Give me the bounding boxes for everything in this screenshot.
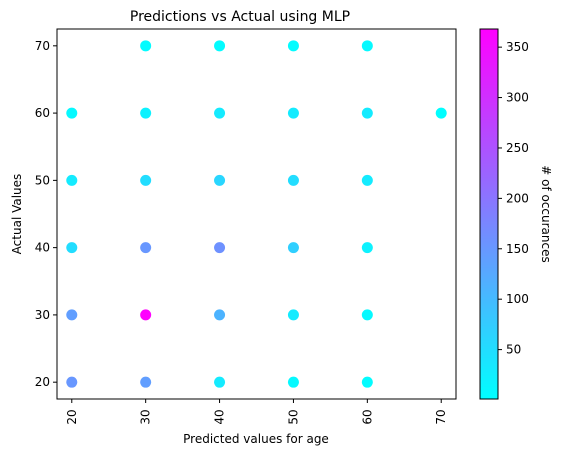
scatter-point [140, 107, 152, 119]
colorbar-tick-label: 100 [506, 292, 529, 306]
y-tick-label: 60 [35, 106, 50, 120]
x-tick-label: 50 [286, 409, 300, 424]
scatter-point [361, 40, 373, 52]
points-layer [66, 40, 447, 388]
scatter-point [361, 242, 373, 254]
scatter-point [214, 376, 226, 388]
x-tick-label: 20 [65, 409, 79, 424]
scatter-point [214, 174, 226, 186]
y-tick-label: 70 [35, 39, 50, 53]
scatter-point [435, 107, 447, 119]
scatter-point [140, 309, 152, 321]
y-tick-label: 20 [35, 375, 50, 389]
scatter-point [287, 242, 299, 254]
colorbar-label: # of occurances [539, 165, 553, 263]
colorbar-tick-label: 50 [506, 343, 521, 357]
y-tick-label: 30 [35, 308, 50, 322]
scatter-point [287, 40, 299, 52]
y-tick-label: 40 [35, 241, 50, 255]
scatter-point [361, 107, 373, 119]
scatter-point [66, 242, 78, 254]
colorbar-gradient [479, 28, 499, 400]
scatter-point [214, 107, 226, 119]
scatter-point [140, 40, 152, 52]
x-tick-label: 60 [360, 409, 374, 424]
scatter-point [287, 376, 299, 388]
scatter-point [287, 309, 299, 321]
scatter-point [140, 376, 152, 388]
scatter-point [66, 309, 78, 321]
scatter-point [66, 107, 78, 119]
plot-frame [56, 28, 457, 400]
y-axis-ticks: 20 30 40 50 60 70 [35, 39, 57, 389]
plot-area [56, 28, 457, 400]
scatter-point [214, 242, 226, 254]
scatter-point [214, 309, 226, 321]
scatter-point [287, 107, 299, 119]
scatter-point [140, 174, 152, 186]
colorbar-tick-label: 350 [506, 40, 529, 54]
scatter-point [66, 376, 78, 388]
scatter-point [361, 309, 373, 321]
x-tick-label: 40 [213, 409, 227, 424]
y-tick-label: 50 [35, 173, 50, 187]
scatter-point [287, 174, 299, 186]
scatter-point [361, 174, 373, 186]
scatter-point [140, 242, 152, 254]
x-axis-label: Predicted values for age [183, 432, 329, 446]
colorbar-tick-label: 200 [506, 191, 529, 205]
x-tick-label: 30 [139, 409, 153, 424]
colorbar-tick-label: 150 [506, 242, 529, 256]
scatter-point [361, 376, 373, 388]
scatter-point [66, 174, 78, 186]
colorbar-tick-label: 250 [506, 141, 529, 155]
colorbar: 50 100 150 200 250 300 350 # of occurances [479, 28, 553, 400]
chart-title: Predictions vs Actual using MLP [130, 9, 350, 25]
x-tick-label: 70 [434, 409, 448, 424]
x-axis-ticks: 20 30 40 50 60 70 [65, 399, 448, 425]
colorbar-tick-label: 300 [506, 91, 529, 105]
colorbar-ticks: 50 100 150 200 250 300 350 [498, 40, 529, 357]
scatter-point [214, 40, 226, 52]
y-axis-label: Actual Values [10, 174, 24, 255]
